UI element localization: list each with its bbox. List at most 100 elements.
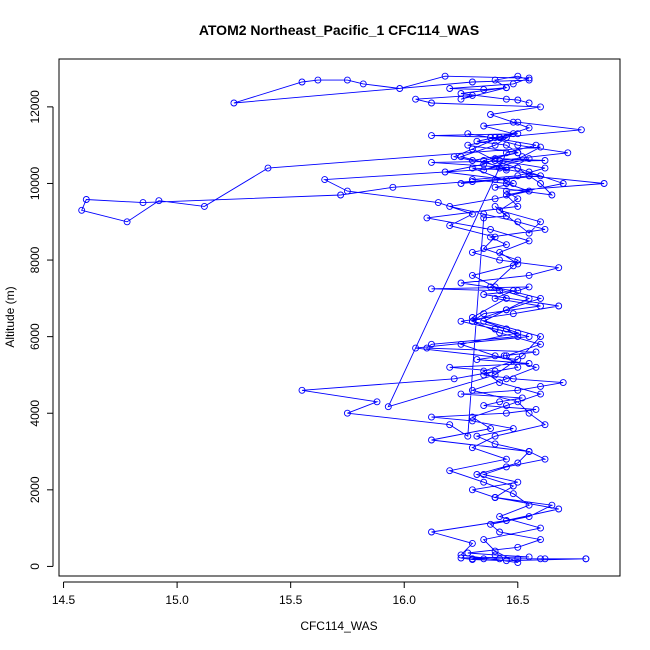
data-point <box>525 513 533 521</box>
data-point <box>396 85 404 92</box>
data-point <box>496 157 504 164</box>
data-point <box>502 352 510 360</box>
data-point <box>491 294 499 302</box>
data-point <box>480 471 488 478</box>
data-point <box>457 317 465 325</box>
data-point <box>514 172 522 180</box>
data-point <box>446 363 454 371</box>
data-point <box>509 130 517 138</box>
data-point <box>502 164 510 172</box>
data-point <box>502 294 510 302</box>
data-point <box>468 539 476 547</box>
data-point <box>518 352 526 360</box>
data-point <box>502 409 510 417</box>
data-point <box>514 130 522 138</box>
data-point <box>487 111 494 118</box>
data-point <box>525 283 533 291</box>
data-point <box>496 248 504 256</box>
data-point <box>487 225 494 233</box>
data-point <box>525 409 533 417</box>
data-point <box>509 482 517 490</box>
data-point <box>441 72 449 80</box>
data-point <box>502 187 510 195</box>
x-tick-label: 16.5 <box>506 593 530 607</box>
data-point <box>502 141 510 149</box>
data-point <box>491 141 499 149</box>
data-point <box>468 556 476 563</box>
data-point <box>359 80 367 88</box>
data-point <box>502 306 510 314</box>
data-point <box>412 95 420 103</box>
y-tick-label: 4000 <box>28 400 42 427</box>
y-axis: 0 2000 4000 6000 8000 10000 12000 <box>28 90 54 570</box>
data-point <box>525 187 533 195</box>
data-point <box>480 160 488 168</box>
data-point <box>343 409 351 417</box>
data-point <box>450 153 458 161</box>
data-point <box>491 440 499 448</box>
data-point <box>428 436 435 444</box>
data-point <box>600 180 608 187</box>
data-point <box>514 398 522 406</box>
data-point <box>491 325 499 333</box>
data-point <box>446 421 454 429</box>
data-point <box>537 180 544 187</box>
data-point <box>541 421 549 429</box>
data-point <box>200 202 208 210</box>
data-point <box>491 195 499 203</box>
data-point <box>491 233 499 241</box>
data-point <box>525 74 533 82</box>
data-point <box>509 118 517 126</box>
data-point <box>537 143 544 151</box>
data-point <box>514 149 522 157</box>
data-point <box>537 536 544 544</box>
chart-title: ATOM2 Northeast_Pacific_1 CFC114_WAS <box>199 22 479 38</box>
data-point <box>457 551 465 559</box>
data-point <box>468 413 476 421</box>
y-tick-label: 0 <box>28 563 42 570</box>
data-point <box>491 432 499 440</box>
data-point <box>496 329 504 337</box>
data-point <box>446 202 454 210</box>
data-point <box>264 164 272 172</box>
data-point <box>502 402 510 410</box>
data-point <box>559 180 567 187</box>
data-point <box>525 360 533 367</box>
data-point <box>532 348 540 356</box>
data-point <box>468 176 476 184</box>
data-point <box>468 444 476 452</box>
data-point <box>509 425 517 433</box>
data-point <box>525 76 533 84</box>
data-point <box>457 390 465 398</box>
data-point <box>450 375 458 383</box>
data-point <box>496 379 504 387</box>
data-point <box>480 157 488 164</box>
data-point <box>532 405 540 413</box>
data-point <box>537 555 544 563</box>
data-point <box>525 168 533 176</box>
data-point <box>509 180 517 187</box>
data-point <box>541 555 549 563</box>
data-point <box>514 164 522 172</box>
data-point <box>384 403 392 411</box>
data-point <box>502 325 510 333</box>
data-point <box>537 524 544 532</box>
data-point <box>541 455 549 463</box>
data-point <box>446 85 454 92</box>
data-point <box>464 432 472 440</box>
data-point <box>537 294 544 302</box>
data-point <box>496 287 504 295</box>
data-point <box>78 206 86 214</box>
y-tick-label: 10000 <box>28 166 42 200</box>
data-point <box>446 222 454 230</box>
data-point <box>428 132 435 140</box>
data-point <box>502 84 510 92</box>
data-point <box>525 448 533 455</box>
data-point <box>514 386 522 394</box>
data-point <box>468 78 476 86</box>
data-point <box>525 237 533 245</box>
data-point <box>509 310 517 318</box>
data-point <box>502 375 510 383</box>
data-point <box>480 122 488 130</box>
